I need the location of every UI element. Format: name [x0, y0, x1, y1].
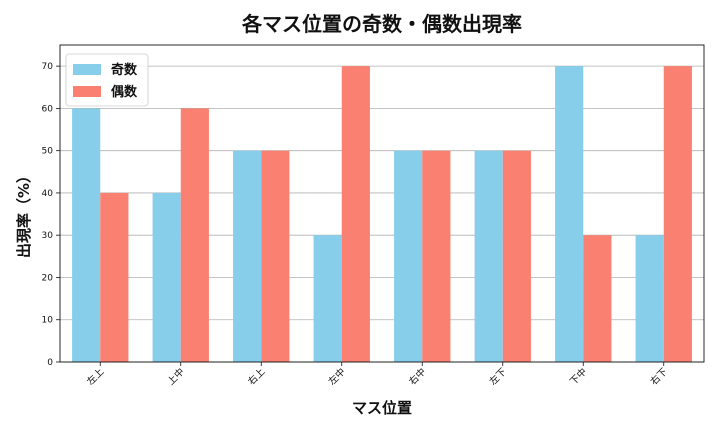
legend-label: 奇数 [111, 62, 138, 78]
x-tick-label: 下中 [567, 366, 589, 388]
y-tick-label: 10 [42, 316, 54, 326]
y-tick-label: 30 [42, 231, 54, 241]
axes [59, 44, 705, 363]
x-tick-label: 右中 [406, 366, 428, 388]
y-tick-label: 0 [47, 358, 53, 368]
plot-frame [59, 44, 705, 363]
bar-odd [313, 235, 342, 362]
bar-odd [152, 192, 181, 362]
bar-odd [394, 150, 423, 362]
chart-title: 各マス位置の奇数・偶数出現率 [241, 12, 522, 36]
x-axis-label: マス位置 [352, 399, 412, 417]
bar-even [663, 66, 692, 362]
bar-even [341, 66, 370, 362]
legend-swatch [73, 64, 101, 75]
x-tick-label: 上中 [165, 366, 187, 388]
x-tick-label: 左上 [84, 365, 106, 387]
legend-label: 偶数 [111, 84, 138, 100]
bar-odd [233, 150, 262, 362]
bar-even [422, 150, 451, 362]
legend-swatch [73, 86, 101, 97]
y-tick-label: 20 [42, 273, 54, 283]
bar-even [100, 192, 129, 362]
bar-even [261, 150, 290, 362]
x-tick-label: 右下 [648, 366, 670, 388]
bar-odd [635, 235, 664, 362]
x-tick-labels: 左上 上中 右上 左中 右中 左下 下中 右下 [84, 362, 670, 388]
y-tick-label: 70 [42, 62, 54, 72]
bar-odd [474, 150, 503, 362]
y-tick-labels: 0 10 20 30 40 50 60 70 [42, 62, 60, 368]
bar-even [180, 108, 209, 363]
y-tick-label: 40 [42, 189, 54, 199]
y-axis-label: 出現率（%） [15, 168, 33, 258]
y-tick-label: 50 [42, 147, 54, 157]
bar-even [583, 235, 612, 362]
x-tick-label: 左下 [487, 366, 509, 388]
x-tick-label: 左中 [326, 366, 348, 388]
bar-odd [72, 108, 101, 363]
bar-even [502, 150, 531, 362]
x-tick-label: 右上 [245, 365, 267, 387]
bar-odd [555, 66, 584, 362]
bars [72, 66, 692, 363]
y-tick-label: 60 [42, 104, 54, 114]
